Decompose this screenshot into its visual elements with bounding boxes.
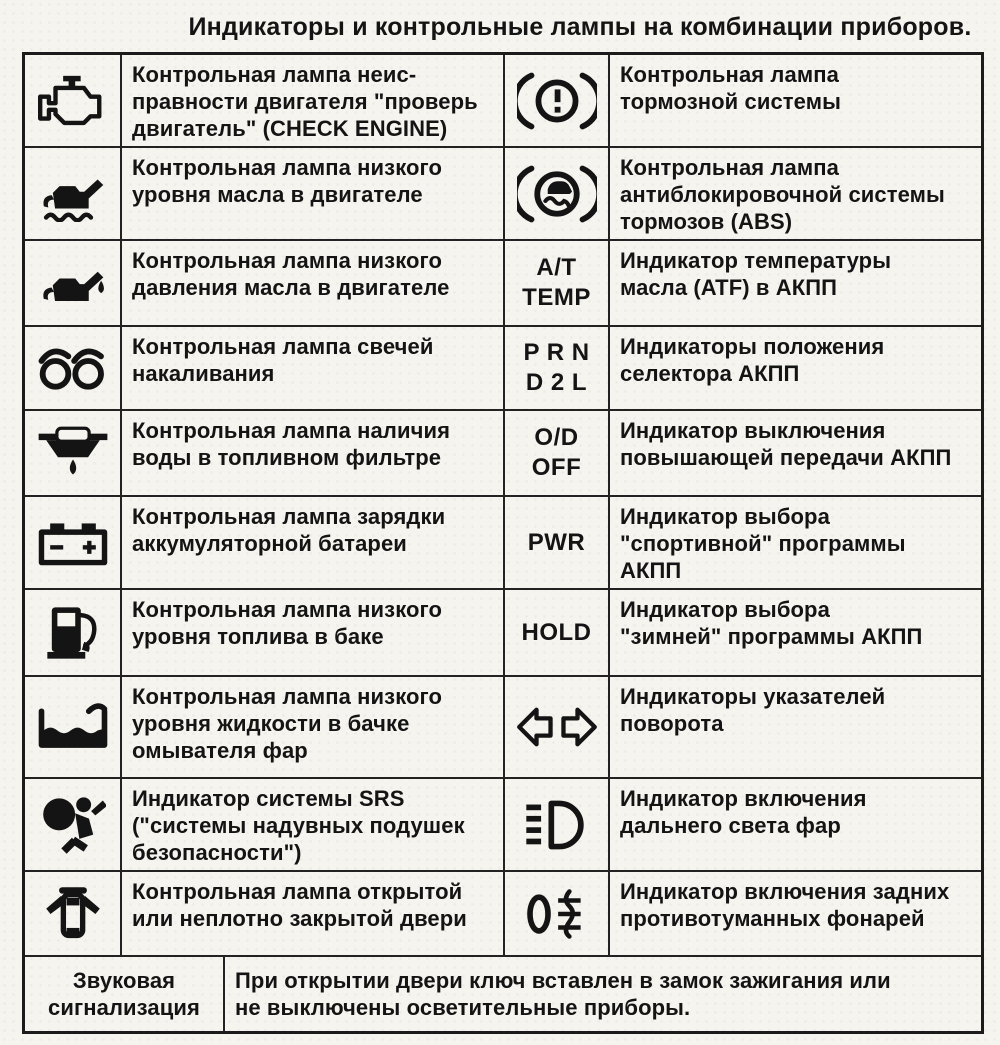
indicator-label: O/D OFF [531,424,582,481]
indicator-description: Контрольная лампа открытой или неплотно … [132,879,467,931]
icon-cell [25,872,120,955]
indicator-description: Индикатор температуры масла (ATF) в АКПП [620,248,892,300]
table-row: Контрольная лампа низкого уровня масла в… [25,146,981,239]
indicator-description: Контрольная лампа низкого уровня масла в… [132,155,443,207]
turn-signal-icon [516,707,597,747]
description-cell: Индикаторы указателей поворота [608,677,981,777]
glow-plug-icon [38,348,104,390]
indicator-label: P R N D 2 L [523,339,590,396]
footer-text: При открытии двери ключ вставлен в замок… [235,968,891,1020]
indicator-label-cell: HOLD [503,590,608,675]
table-row: Контрольная лампа открытой или неплотно … [25,870,981,955]
description-cell: Контрольная лампа низкого уровня жидкост… [120,677,503,777]
indicator-description: Индикатор выключения повышающей передачи… [620,418,952,470]
description-cell: Индикатор выбора "зимней" программы АКПП [608,590,981,675]
indicator-label-cell: O/D OFF [503,411,608,495]
description-cell: Индикатор выключения повышающей передачи… [608,411,981,495]
table-row: Контрольная лампа низкого уровня жидкост… [25,675,981,777]
door-open-icon [45,886,100,938]
footer-text-cell: При открытии двери ключ вставлен в замок… [223,957,981,1031]
description-cell: Контрольная лампа низкого уровня масла в… [120,148,503,239]
icon-cell [25,411,120,495]
indicator-description: Индикатор системы SRS ("системы надувных… [132,786,465,865]
indicator-description: Индикатор выбора "зимней" программы АКПП [620,597,923,649]
description-cell: Контрольная лампа тормозной системы [608,55,981,146]
table-row: Контрольная лампа неис- правности двигат… [25,55,981,146]
description-cell: Контрольная лампа наличия воды в топливн… [120,411,503,495]
table-row: Контрольная лампа низкого уровня топлива… [25,588,981,675]
icon-cell [25,590,120,675]
description-cell: Контрольная лампа свечей накаливания [120,327,503,409]
indicator-label-cell: PWR [503,497,608,588]
indicator-description: Контрольная лампа неис- правности двигат… [132,62,478,141]
icon-cell [25,241,120,325]
description-cell: Индикатор системы SRS ("системы надувных… [120,779,503,870]
indicator-description: Индикаторы указателей поворота [620,684,886,736]
battery-charge-icon [38,522,107,565]
indicator-label: HOLD [521,618,592,646]
icon-cell [25,497,120,588]
indicator-description: Контрольная лампа низкого давления масла… [132,248,450,300]
indicator-label-cell: A/T TEMP [503,241,608,325]
indicator-description: Контрольная лампа антиблокировочной сист… [620,155,945,234]
brake-system-icon [516,72,597,129]
table-row: Индикатор системы SRS ("системы надувных… [25,777,981,870]
high-beam-icon [525,800,584,849]
description-cell: Контрольная лампа неис- правности двигат… [120,55,503,146]
table-row: Контрольная лампа зарядки аккумуляторной… [25,495,981,588]
icon-cell [25,55,120,146]
indicator-description: Индикатор включения задних противотуманн… [620,879,950,931]
table-row: Контрольная лампа наличия воды в топливн… [25,409,981,495]
check-engine-icon [37,75,101,125]
icon-cell [503,677,608,777]
description-cell: Контрольная лампа антиблокировочной сист… [608,148,981,239]
low-fuel-icon [46,606,96,659]
description-cell: Индикатор выбора "спортивной" программы … [608,497,981,588]
indicator-description: Индикатор выбора "спортивной" программы … [620,504,906,583]
description-cell: Индикаторы положения селектора АКПП [608,327,981,409]
footer-label: Звуковая сигнализация [48,968,200,1020]
table-row: Контрольная лампа низкого давления масла… [25,239,981,325]
indicator-description: Контрольная лампа зарядки аккумуляторной… [132,504,446,556]
indicator-description: Индикаторы положения селектора АКПП [620,334,885,386]
indicator-label: A/T TEMP [522,254,591,311]
description-cell: Индикатор включения дальнего света фар [608,779,981,870]
icon-cell [25,327,120,409]
footer-label-cell: Звуковая сигнализация [25,957,223,1031]
description-cell: Контрольная лампа низкого уровня топлива… [120,590,503,675]
water-in-fuel-filter-icon [38,426,107,475]
icon-cell [25,779,120,870]
airbag-srs-icon [42,796,106,854]
indicator-label: PWR [527,528,586,556]
table-footer-row: Звуковая сигнализация При открытии двери… [25,955,981,1031]
washer-fluid-icon [38,703,107,748]
engine-oil-level-icon [42,178,103,222]
indicator-description: Контрольная лампа свечей накаливания [132,334,434,386]
indicator-description: Контрольная лампа низкого уровня жидкост… [132,684,443,763]
indicator-description: Контрольная лампа наличия воды в топливн… [132,418,451,470]
table-row: Контрольная лампа свечей накаливания P R… [25,325,981,409]
description-cell: Контрольная лампа зарядки аккумуляторной… [120,497,503,588]
indicator-table: Контрольная лампа неис- правности двигат… [22,52,984,1034]
description-cell: Индикатор температуры масла (ATF) в АКПП [608,241,981,325]
icon-cell [503,779,608,870]
icon-cell [503,55,608,146]
icon-cell [503,148,608,239]
description-cell: Индикатор включения задних противотуманн… [608,872,981,955]
icon-cell [25,677,120,777]
indicator-description: Контрольная лампа тормозной системы [620,62,841,114]
indicator-label-cell: P R N D 2 L [503,327,608,409]
description-cell: Контрольная лампа низкого давления масла… [120,241,503,325]
icon-cell [25,148,120,239]
icon-cell [503,872,608,955]
rear-fog-icon [526,888,581,939]
indicator-description: Контрольная лампа низкого уровня топлива… [132,597,443,649]
page-title: Индикаторы и контрольные лампы на комбин… [188,13,972,41]
indicator-description: Индикатор включения дальнего света фар [620,786,867,838]
description-cell: Контрольная лампа открытой или неплотно … [120,872,503,955]
engine-oil-pressure-icon [42,271,104,301]
abs-icon [516,165,597,222]
